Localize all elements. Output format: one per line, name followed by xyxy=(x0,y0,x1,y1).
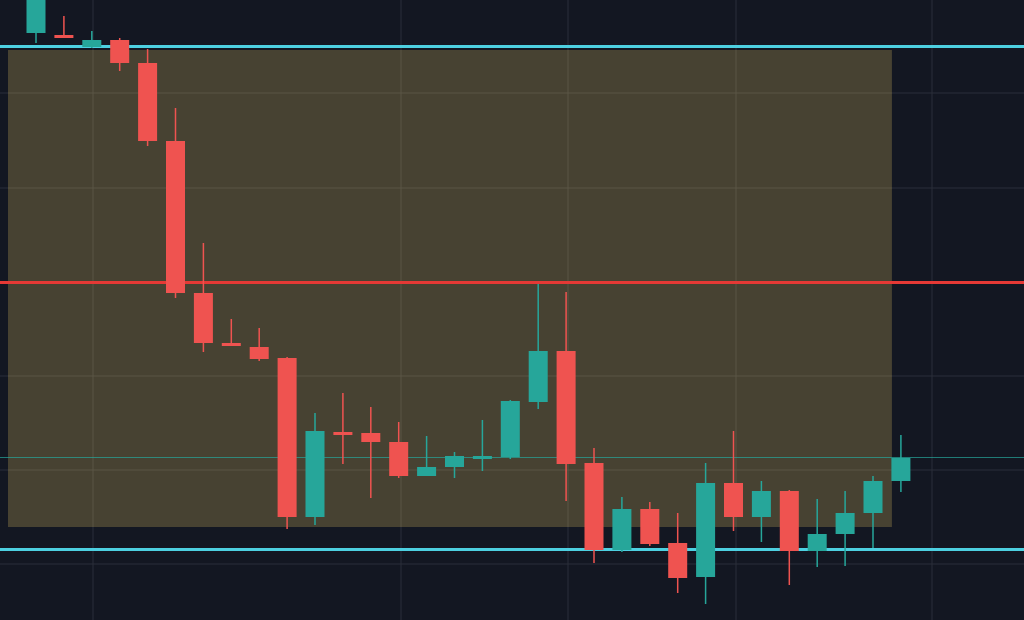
candle-body-down xyxy=(668,543,688,578)
candle-body-up xyxy=(835,513,855,534)
candle-body-up xyxy=(82,40,102,47)
candle-body-down xyxy=(779,491,799,551)
candle-body-down xyxy=(361,433,381,442)
candle-body-up xyxy=(696,483,716,577)
candle-body-down xyxy=(277,358,297,517)
candle-body-up xyxy=(751,491,771,517)
candle-body-up xyxy=(26,0,46,33)
candle-body-down xyxy=(724,483,743,517)
candle-body-down xyxy=(166,141,185,293)
candle-body-up xyxy=(472,456,492,459)
candle-body-down xyxy=(249,347,269,359)
candle-body-down xyxy=(333,432,353,435)
candle-body-up xyxy=(417,467,437,476)
candle-body-up xyxy=(863,481,883,513)
candle-body-down xyxy=(640,509,660,544)
candle-body-up xyxy=(612,509,632,550)
candle-body-down xyxy=(584,463,604,550)
candle-body-down xyxy=(221,343,241,346)
candle-body-up xyxy=(891,458,911,481)
candle-body-down xyxy=(193,293,213,343)
candle-body-up xyxy=(807,534,827,551)
candle-body-down xyxy=(389,442,409,476)
candle-body-down xyxy=(556,351,576,464)
candle-body-up xyxy=(305,431,325,517)
candle-body-down xyxy=(110,40,130,63)
candle-body-up xyxy=(500,401,520,457)
candle-body-down xyxy=(138,63,158,141)
candle-body-up xyxy=(528,351,548,402)
candle-body-down xyxy=(54,35,74,38)
candle-body-up xyxy=(445,456,464,467)
